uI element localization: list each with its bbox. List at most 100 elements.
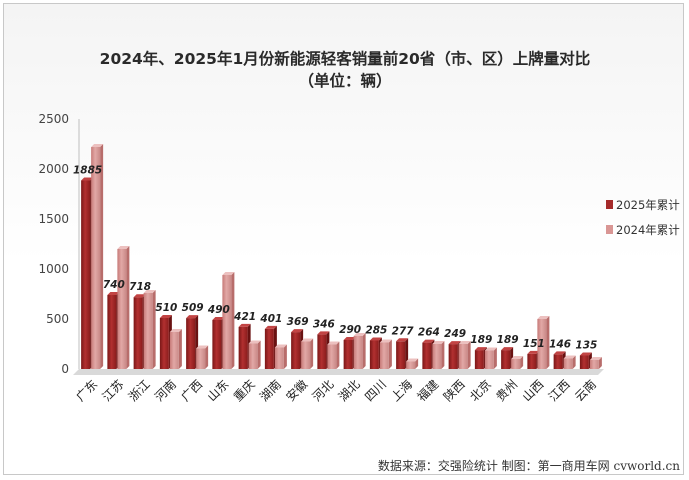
bar-face: [353, 336, 363, 369]
legend-swatch: [606, 225, 613, 234]
bar-face: [527, 353, 537, 369]
bar-top: [589, 357, 602, 360]
bar-2024: [143, 290, 156, 369]
x-category-label: 河北: [310, 377, 337, 404]
bar-top: [212, 317, 225, 320]
y-tick-label: 500: [46, 312, 69, 326]
bar-2024: [196, 345, 209, 369]
chart-floor: [73, 119, 604, 375]
legend-swatch: [606, 200, 613, 209]
data-label: 189: [497, 334, 519, 346]
bar-2024: [511, 356, 524, 369]
data-label: 346: [313, 318, 335, 330]
x-category-label: 浙江: [126, 377, 153, 404]
bar-face: [406, 361, 416, 369]
bar-face: [474, 350, 484, 369]
bar-side: [493, 347, 497, 369]
x-category-label: 江西: [546, 377, 573, 404]
data-label: 277: [392, 325, 415, 337]
x-category-label: 湖北: [335, 377, 363, 405]
bar-top: [406, 358, 419, 362]
bar-top: [81, 177, 94, 181]
data-label: 290: [339, 324, 361, 336]
data-label: 249: [444, 328, 466, 340]
bar-top: [458, 341, 471, 344]
bar-side: [310, 338, 314, 369]
bar-top: [448, 341, 461, 345]
bar-face: [327, 344, 337, 369]
bar-top: [169, 329, 182, 332]
bar-top: [238, 323, 251, 327]
bar-face: [186, 318, 196, 369]
bar-top: [379, 339, 392, 343]
bar-top: [91, 144, 104, 147]
bar-top: [432, 341, 445, 344]
bar-top: [369, 337, 382, 341]
bar-top: [474, 347, 487, 351]
bar-2024: [301, 338, 314, 369]
bar-face: [432, 344, 442, 369]
bar-top: [422, 339, 435, 343]
bar-face: [196, 348, 206, 369]
x-category-label: 广东: [73, 377, 100, 404]
bar-top: [343, 337, 356, 340]
y-tick-label: 1500: [38, 212, 69, 226]
bar-top: [117, 246, 130, 249]
bar-2024: [484, 347, 497, 369]
bar-face: [143, 293, 153, 369]
data-label: 718: [129, 281, 151, 293]
chart-floor-shape: [73, 369, 604, 375]
bar-face: [117, 249, 127, 369]
bar-side: [415, 358, 419, 369]
bar-side: [362, 333, 366, 369]
x-category-label: 北京: [467, 377, 494, 404]
data-label: 151: [523, 338, 545, 350]
legend-label: 2025年累计: [616, 198, 680, 212]
x-category-label: 陕西: [440, 377, 468, 405]
bar-top: [186, 315, 199, 319]
bar-side: [388, 339, 392, 369]
bar-2024: [248, 340, 261, 369]
bar-face: [222, 275, 232, 369]
bar-top: [264, 325, 277, 329]
x-category-label: 四川: [362, 377, 389, 404]
bar-top: [222, 272, 235, 275]
bar-2024: [222, 272, 235, 369]
bar-side: [126, 246, 130, 369]
data-label: 264: [418, 327, 440, 339]
x-category-label: 福建: [414, 377, 442, 405]
bar-face: [379, 342, 389, 369]
bar-top: [501, 347, 514, 351]
bar-face: [291, 332, 301, 369]
bar-face: [501, 350, 511, 369]
bar-top: [317, 331, 330, 335]
bar-top: [274, 344, 287, 348]
bar-side: [520, 356, 524, 369]
bar-face: [91, 147, 101, 369]
bar-top: [133, 294, 146, 298]
bar-face: [212, 320, 222, 369]
legend: 2025年累计 2024年累计: [606, 198, 680, 237]
bar-2024: [91, 144, 104, 369]
x-category-label: 河南: [151, 377, 179, 405]
bar-face: [579, 355, 589, 369]
bar-chart: 0 500 1000 1500 2000 2500 1885 740 718 510 509 490…: [38, 49, 680, 473]
bar-top: [353, 333, 366, 336]
data-label: 421: [233, 311, 256, 323]
bar-side: [598, 357, 602, 369]
bar-top: [527, 350, 540, 354]
bar-face: [248, 343, 258, 369]
bar-face: [422, 342, 432, 369]
bar-side: [231, 272, 235, 369]
bar-face: [484, 350, 494, 369]
data-label: 401: [259, 313, 282, 325]
x-category-label: 安徽: [283, 377, 311, 405]
bar-2024: [117, 246, 130, 369]
bar-side: [178, 329, 182, 369]
bar-face: [238, 326, 248, 369]
bar-2024: [406, 358, 419, 369]
bar-face: [81, 180, 91, 369]
bar-top: [107, 292, 120, 295]
y-tick-label: 2000: [38, 162, 69, 176]
data-label: 135: [575, 340, 597, 352]
